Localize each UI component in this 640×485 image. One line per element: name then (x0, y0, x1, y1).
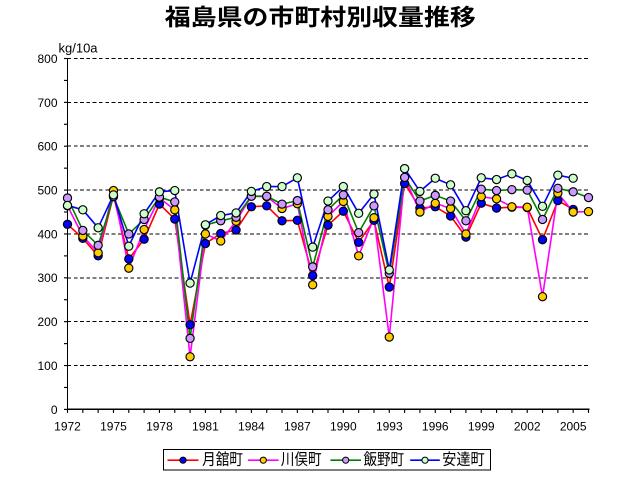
svg-text:1981: 1981 (192, 420, 219, 434)
svg-text:1996: 1996 (422, 420, 449, 434)
svg-text:2002: 2002 (514, 420, 541, 434)
svg-text:400: 400 (37, 227, 57, 241)
svg-text:600: 600 (37, 140, 57, 154)
svg-text:200: 200 (37, 315, 57, 329)
svg-text:1993: 1993 (376, 420, 403, 434)
svg-text:kg/10a: kg/10a (59, 41, 99, 56)
svg-text:300: 300 (37, 271, 57, 285)
svg-text:1984: 1984 (238, 420, 265, 434)
svg-text:100: 100 (37, 359, 57, 373)
svg-text:1987: 1987 (284, 420, 311, 434)
svg-text:800: 800 (37, 52, 57, 66)
svg-text:500: 500 (37, 183, 57, 197)
svg-text:1978: 1978 (146, 420, 173, 434)
svg-text:1972: 1972 (54, 420, 81, 434)
svg-text:2005: 2005 (560, 420, 587, 434)
svg-text:1990: 1990 (330, 420, 357, 434)
svg-text:0: 0 (51, 403, 58, 417)
svg-text:700: 700 (37, 96, 57, 110)
svg-text:1999: 1999 (468, 420, 495, 434)
svg-text:1975: 1975 (100, 420, 127, 434)
